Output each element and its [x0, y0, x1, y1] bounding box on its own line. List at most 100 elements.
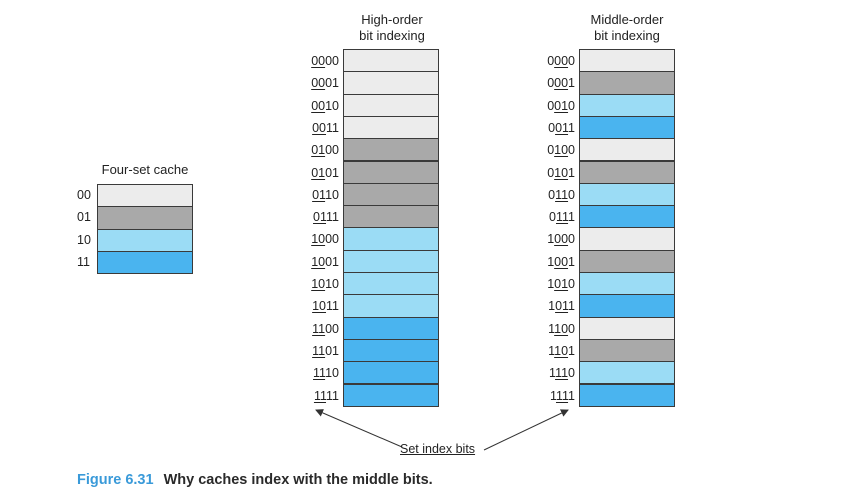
middle-order-title-line1: Middle-order	[590, 12, 664, 27]
high-order-address-0001: 0001	[293, 76, 339, 90]
high-order-address-suffix-bits: 01	[325, 343, 339, 358]
high-order-address-0000: 0000	[293, 54, 339, 68]
set-index-bits-label: Set index bits	[400, 442, 476, 456]
middle-order-address-suffix-bits: 0	[568, 321, 575, 336]
middle-order-address-set-index-bits: 11	[555, 366, 569, 381]
four-set-cache-title: Four-set cache	[101, 162, 189, 177]
high-order-address-1101: 1101	[293, 344, 339, 358]
high-order-address-suffix-bits: 11	[326, 120, 339, 135]
four-set-label-00: 00	[77, 188, 91, 202]
middle-order-address-prefix-bits: 1	[549, 388, 556, 403]
high-order-address-set-index-bits: 01	[312, 187, 326, 202]
middle-order-address-set-index-bits: 01	[554, 98, 569, 113]
high-order-address-set-index-bits: 01	[311, 165, 326, 180]
middle-order-address-1100: 1100	[529, 322, 575, 336]
arrow-to-middle-order	[483, 409, 569, 451]
middle-order-address-0111: 0111	[529, 210, 575, 224]
four-set-cell-11	[97, 250, 193, 275]
arrow-to-high-order	[315, 409, 403, 448]
middle-order-address-prefix-bits: 0	[547, 165, 555, 180]
middle-order-address-prefix-bits: 0	[547, 54, 555, 68]
middle-order-title: Middle-order bit indexing	[566, 12, 688, 44]
middle-order-address-suffix-bits: 0	[568, 366, 575, 381]
middle-order-address-set-index-bits: 11	[555, 187, 569, 202]
middle-order-address-prefix-bits: 1	[548, 343, 555, 358]
middle-order-address-0010: 0010	[529, 99, 575, 113]
figure-caption-text: Why caches index with the middle bits.	[163, 472, 433, 488]
middle-order-address-set-index-bits: 10	[554, 321, 569, 336]
high-order-address-set-index-bits: 00	[311, 98, 326, 113]
middle-order-address-1111: 1111	[529, 389, 575, 403]
high-order-address-suffix-bits: 11	[326, 210, 339, 225]
middle-order-address-prefix-bits: 1	[548, 321, 555, 336]
middle-order-address-suffix-bits: 1	[568, 165, 575, 180]
middle-order-address-set-index-bits: 00	[554, 54, 569, 68]
high-order-address-set-index-bits: 01	[311, 143, 326, 158]
middle-order-address-set-index-bits: 01	[555, 299, 569, 314]
middle-order-address-suffix-bits: 1	[568, 343, 575, 358]
high-order-address-0111: 0111	[293, 210, 339, 224]
middle-order-address-prefix-bits: 0	[548, 120, 556, 135]
middle-order-address-suffix-bits: 0	[568, 232, 575, 247]
high-order-address-set-index-bits: 10	[311, 232, 326, 247]
middle-order-address-prefix-bits: 1	[547, 232, 555, 247]
high-order-address-suffix-bits: 10	[325, 98, 339, 113]
middle-order-address-suffix-bits: 1	[568, 76, 575, 91]
high-order-address-set-index-bits: 10	[312, 299, 327, 314]
middle-order-address-set-index-bits: 10	[554, 143, 569, 158]
high-order-address-set-index-bits: 11	[312, 321, 326, 336]
four-set-label-10: 10	[77, 232, 91, 247]
high-order-address-0101: 0101	[293, 166, 339, 180]
high-order-address-set-index-bits: 00	[312, 120, 327, 135]
high-order-address-1001: 1001	[293, 255, 339, 269]
middle-order-title-line2: bit indexing	[594, 28, 660, 43]
high-order-address-set-index-bits: 00	[311, 54, 326, 68]
high-order-title-line1: High-order	[361, 12, 423, 27]
middle-order-address-suffix-bits: 1	[568, 388, 575, 403]
high-order-cell-1111	[343, 383, 439, 407]
high-order-address-suffix-bits: 00	[325, 143, 339, 158]
middle-order-address-1000: 1000	[529, 232, 575, 246]
middle-order-address-1001: 1001	[529, 255, 575, 269]
high-order-address-0011: 0011	[293, 121, 339, 135]
high-order-address-suffix-bits: 10	[325, 187, 339, 202]
middle-order-address-suffix-bits: 0	[568, 98, 575, 113]
middle-order-address-prefix-bits: 0	[549, 210, 556, 225]
middle-order-address-prefix-bits: 0	[547, 76, 555, 91]
high-order-address-suffix-bits: 01	[325, 165, 339, 180]
middle-order-address-prefix-bits: 0	[548, 187, 556, 202]
middle-order-address-suffix-bits: 0	[568, 187, 575, 202]
high-order-title: High-order bit indexing	[333, 12, 451, 44]
figure-caption: Figure 6.31 Why caches index with the mid…	[77, 472, 433, 488]
middle-order-address-suffix-bits: 1	[568, 210, 575, 225]
middle-order-address-suffix-bits: 1	[568, 299, 575, 314]
middle-order-address-0000: 0000	[529, 54, 575, 68]
high-order-address-suffix-bits: 10	[325, 366, 339, 381]
middle-order-cell-1111	[579, 383, 675, 407]
middle-order-address-prefix-bits: 0	[547, 143, 555, 158]
middle-order-address-set-index-bits: 00	[554, 232, 569, 247]
middle-order-address-prefix-bits: 1	[547, 277, 555, 291]
middle-order-address-prefix-bits: 1	[547, 254, 555, 269]
middle-order-address-set-index-bits: 00	[554, 76, 569, 91]
middle-order-address-suffix-bits: 0	[568, 277, 575, 291]
high-order-address-suffix-bits: 11	[326, 388, 339, 403]
four-set-label-11: 11	[77, 254, 90, 269]
middle-order-address-set-index-bits: 01	[554, 277, 569, 291]
high-order-address-1000: 1000	[293, 232, 339, 246]
high-order-address-set-index-bits: 01	[313, 210, 327, 225]
high-order-address-set-index-bits: 10	[311, 254, 326, 269]
high-order-address-1010: 1010	[293, 277, 339, 291]
high-order-address-0100: 0100	[293, 143, 339, 157]
high-order-address-suffix-bits: 01	[325, 76, 339, 91]
high-order-address-set-index-bits: 11	[313, 388, 327, 403]
middle-order-address-suffix-bits: 1	[568, 120, 575, 135]
middle-order-address-suffix-bits: 1	[568, 254, 575, 269]
middle-order-address-set-index-bits: 11	[555, 210, 569, 225]
middle-order-address-1010: 1010	[529, 277, 575, 291]
high-order-address-set-index-bits: 00	[311, 76, 326, 91]
middle-order-address-0100: 0100	[529, 143, 575, 157]
figure-number: Figure 6.31	[77, 472, 154, 488]
middle-order-address-0001: 0001	[529, 76, 575, 90]
